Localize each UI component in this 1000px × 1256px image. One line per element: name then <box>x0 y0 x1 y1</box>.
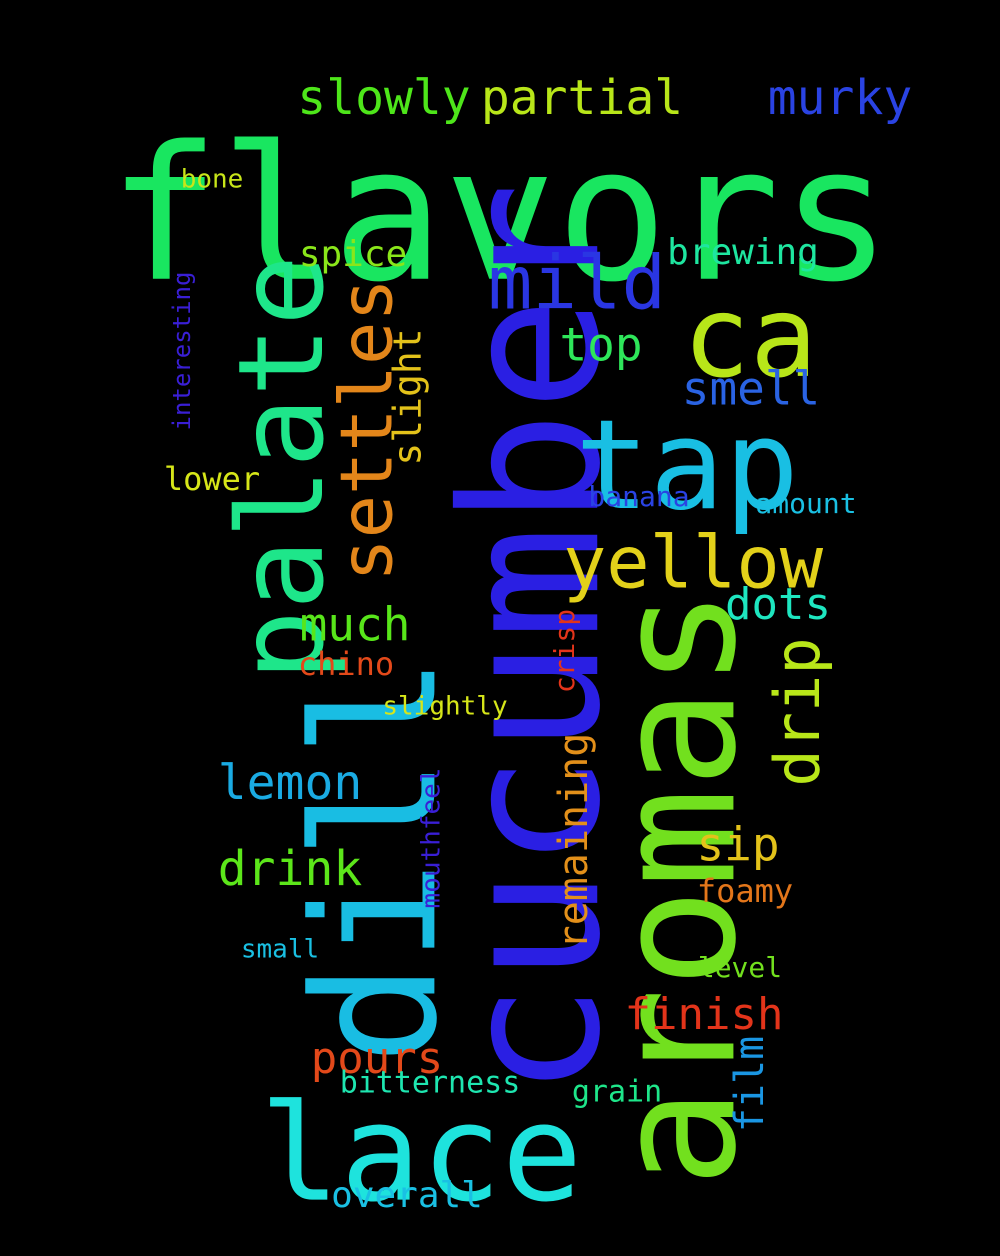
word-film: film <box>727 1036 773 1132</box>
word-yellow: yellow <box>563 521 824 605</box>
word-banana: banana <box>588 480 689 513</box>
word-spice: spice <box>299 234 407 275</box>
word-brewing: brewing <box>667 232 819 273</box>
word-crisp: crisp <box>548 609 581 693</box>
word-grain: grain <box>572 1075 662 1110</box>
word-top: top <box>559 318 642 372</box>
word-overall: overall <box>331 1175 483 1216</box>
word-bitterness: bitterness <box>340 1066 521 1101</box>
word-partial: partial <box>481 70 683 126</box>
word-smell: smell <box>682 362 820 416</box>
word-level: level <box>698 951 782 984</box>
word-palate: palate <box>212 255 350 681</box>
word-interesting: interesting <box>168 272 196 431</box>
word-finish: finish <box>625 989 784 1040</box>
word-sip: sip <box>696 818 779 872</box>
word-murky: murky <box>768 70 913 126</box>
word-mild: mild <box>488 241 666 327</box>
word-drink: drink <box>218 841 363 897</box>
word-mouthfeel: mouthfeel <box>417 768 447 909</box>
word-drip: drip <box>761 637 834 786</box>
word-flavors: flavors <box>108 106 892 323</box>
word-foamy: foamy <box>697 872 793 910</box>
word-pours: pours <box>311 1033 443 1084</box>
word-ca: ca <box>683 273 818 403</box>
word-cucumber: cucumber <box>421 182 642 1097</box>
word-slight: slight <box>386 328 430 465</box>
word-lemon: lemon <box>218 755 363 811</box>
word-remaining: remaining <box>551 733 597 950</box>
word-lower: lower <box>164 460 260 498</box>
word-bone: bone <box>181 165 244 195</box>
word-lace: lace <box>260 1076 583 1232</box>
word-dill: dill <box>277 655 475 1064</box>
word-slightly: slightly <box>382 692 507 722</box>
word-tap: tap <box>575 394 799 538</box>
word-amount: amount <box>755 487 856 520</box>
word-settles: settles <box>325 278 409 581</box>
word-much: much <box>300 598 411 652</box>
word-dots: dots <box>725 579 831 630</box>
word-slowly: slowly <box>297 70 470 126</box>
word-aromas: aromas <box>580 588 773 1188</box>
word-small: small <box>241 935 319 965</box>
word-chino: chino <box>298 645 394 683</box>
